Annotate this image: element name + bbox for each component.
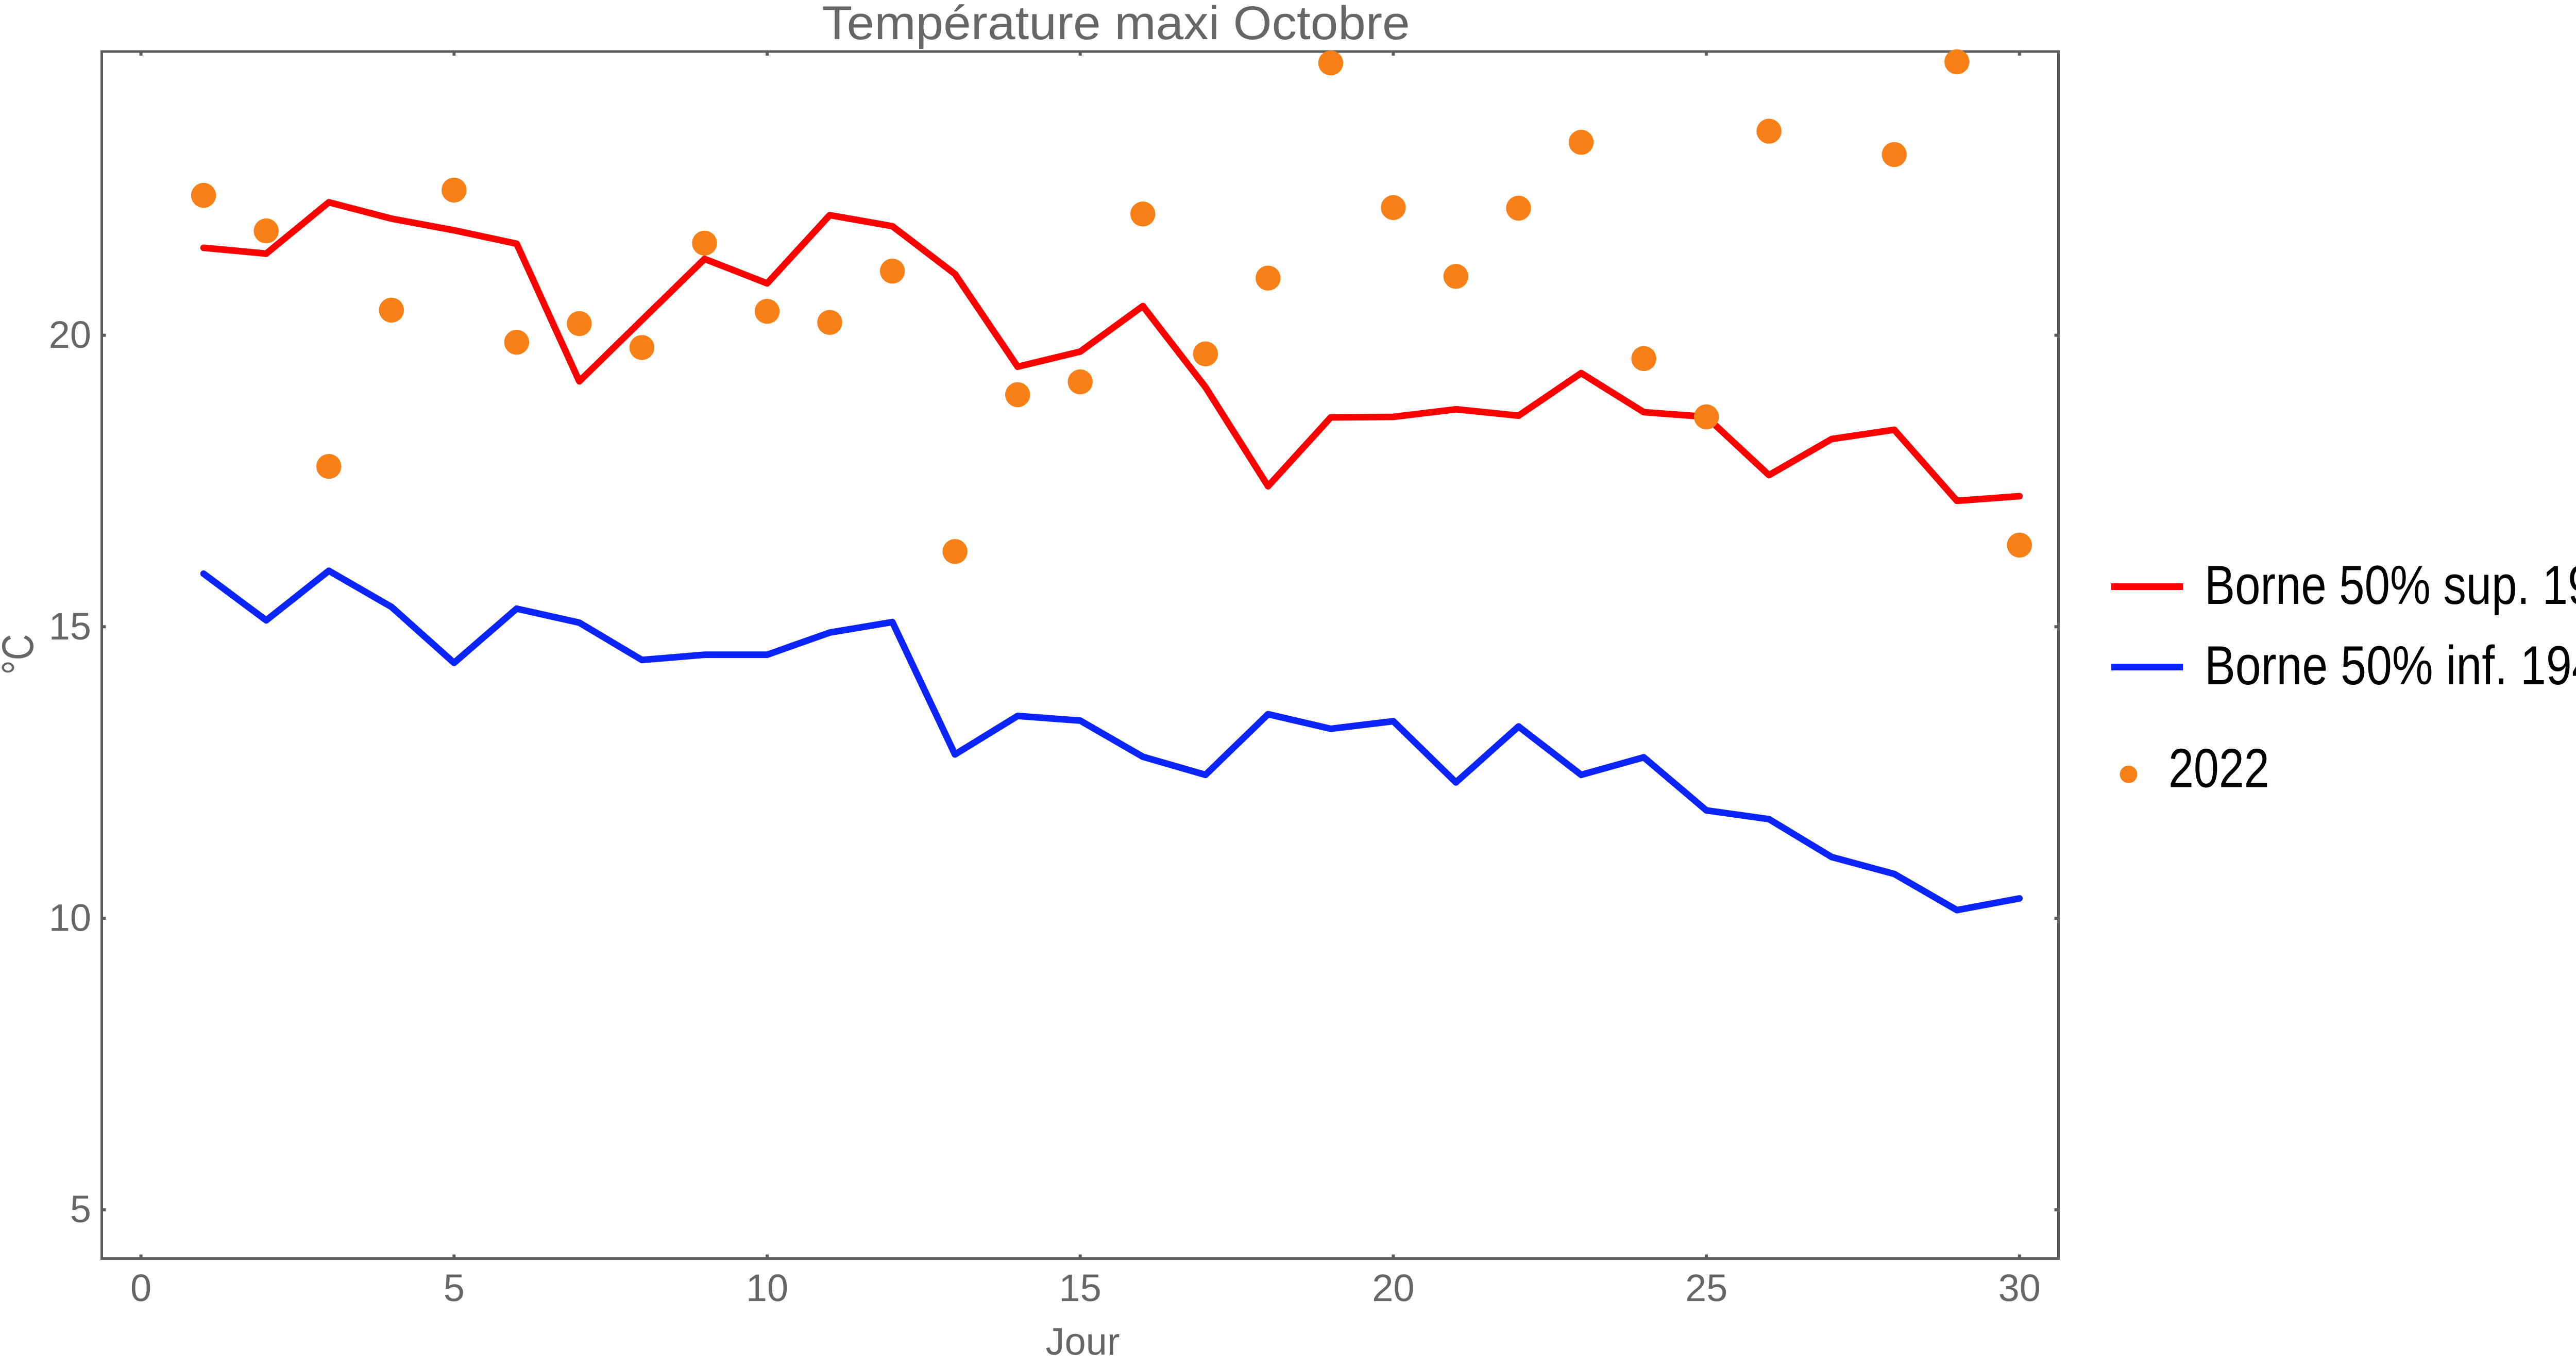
svg-text:5: 5: [70, 1188, 91, 1231]
svg-text:Borne 50% sup. 1949−>2021: Borne 50% sup. 1949−>2021: [2205, 554, 2576, 616]
svg-text:°C: °C: [0, 634, 43, 675]
svg-text:20: 20: [49, 313, 91, 356]
svg-text:5: 5: [444, 1267, 465, 1309]
svg-text:30: 30: [1998, 1267, 2041, 1309]
svg-text:Borne 50% inf. 1949−>2021: Borne 50% inf. 1949−>2021: [2205, 635, 2576, 696]
svg-text:10: 10: [49, 897, 91, 939]
svg-text:15: 15: [1059, 1267, 1101, 1309]
svg-text:20: 20: [1372, 1267, 1414, 1309]
svg-text:Température maxi Octobre: Température maxi Octobre: [822, 0, 1410, 49]
svg-text:0: 0: [130, 1267, 151, 1309]
svg-text:25: 25: [1685, 1267, 1727, 1309]
svg-text:Jour: Jour: [1046, 1320, 1120, 1362]
svg-text:2022: 2022: [2168, 737, 2269, 799]
svg-text:10: 10: [746, 1267, 788, 1309]
svg-text:15: 15: [49, 605, 91, 648]
